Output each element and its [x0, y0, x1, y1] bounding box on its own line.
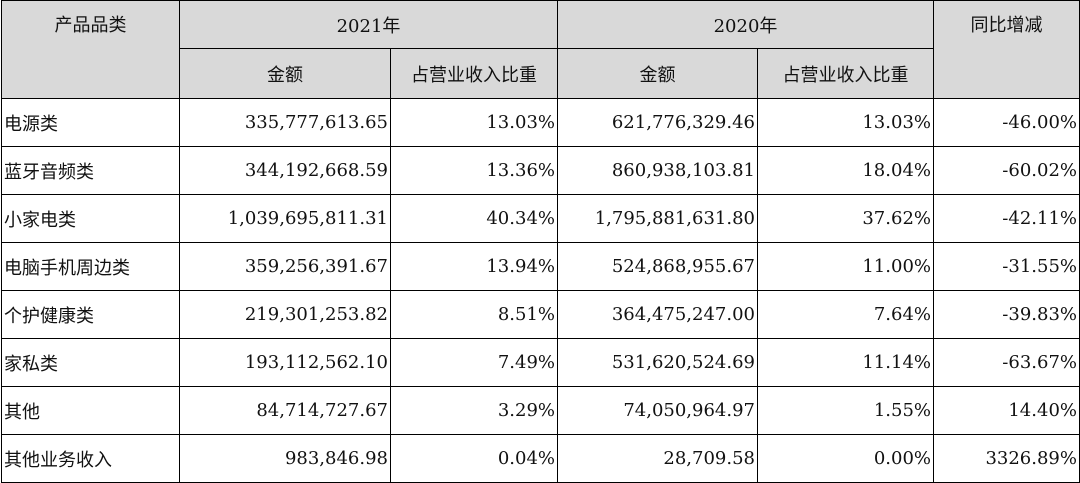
row-share-2021: 40.34% [390, 194, 558, 243]
row-amount-2021: 359,256,391.67 [179, 242, 391, 291]
table-row: 小家电类 1,039,695,811.31 40.34% 1,795,881,6… [1, 194, 1080, 243]
row-share-2021: 13.94% [390, 242, 558, 291]
table-header: 产品品类 2021年 2020年 同比增减 金额 占营业收入比重 金额 占营业收… [1, 0, 1080, 99]
row-yoy-change: -46.00% [933, 98, 1080, 147]
table-row: 其他业务收入 983,846.98 0.04% 28,709.58 0.00% … [1, 434, 1080, 483]
row-share-2020: 11.00% [757, 242, 934, 291]
header-share-2021: 占营业收入比重 [390, 48, 558, 99]
row-category-name: 小家电类 [1, 194, 180, 243]
header-category: 产品品类 [1, 0, 180, 99]
row-yoy-change: -42.11% [933, 194, 1080, 243]
table-row: 蓝牙音频类 344,192,668.59 13.36% 860,938,103.… [1, 146, 1080, 195]
table-row: 家私类 193,112,562.10 7.49% 531,620,524.69 … [1, 338, 1080, 387]
row-share-2020: 0.00% [757, 434, 934, 483]
table-row: 电脑手机周边类 359,256,391.67 13.94% 524,868,95… [1, 242, 1080, 291]
row-share-2020: 37.62% [757, 194, 934, 243]
row-amount-2020: 860,938,103.81 [557, 146, 758, 195]
header-share-2020: 占营业收入比重 [757, 48, 934, 99]
table-body: 电源类 335,777,613.65 13.03% 621,776,329.46… [1, 98, 1080, 483]
row-amount-2021: 335,777,613.65 [179, 98, 391, 147]
row-amount-2021: 193,112,562.10 [179, 338, 391, 387]
row-amount-2020: 524,868,955.67 [557, 242, 758, 291]
row-category-name: 电脑手机周边类 [1, 242, 180, 291]
row-amount-2021: 84,714,727.67 [179, 386, 391, 435]
row-yoy-change: -60.02% [933, 146, 1080, 195]
row-yoy-change: -63.67% [933, 338, 1080, 387]
row-amount-2021: 219,301,253.82 [179, 290, 391, 339]
header-year-2021: 2021年 [179, 0, 558, 49]
row-amount-2020: 531,620,524.69 [557, 338, 758, 387]
header-yoy-change: 同比增减 [933, 0, 1080, 99]
row-share-2021: 7.49% [390, 338, 558, 387]
row-amount-2021: 983,846.98 [179, 434, 391, 483]
row-category-name: 个护健康类 [1, 290, 180, 339]
row-share-2020: 1.55% [757, 386, 934, 435]
row-amount-2020: 621,776,329.46 [557, 98, 758, 147]
row-share-2021: 8.51% [390, 290, 558, 339]
row-share-2021: 0.04% [390, 434, 558, 483]
header-row-years: 产品品类 2021年 2020年 同比增减 [1, 0, 1080, 99]
row-amount-2020: 28,709.58 [557, 434, 758, 483]
header-amount-2021: 金额 [179, 48, 391, 99]
row-amount-2021: 1,039,695,811.31 [179, 194, 391, 243]
row-category-name: 蓝牙音频类 [1, 146, 180, 195]
row-share-2020: 18.04% [757, 146, 934, 195]
table-row: 个护健康类 219,301,253.82 8.51% 364,475,247.0… [1, 290, 1080, 339]
row-share-2020: 7.64% [757, 290, 934, 339]
row-amount-2021: 344,192,668.59 [179, 146, 391, 195]
row-share-2021: 3.29% [390, 386, 558, 435]
row-share-2020: 13.03% [757, 98, 934, 147]
row-category-name: 其他业务收入 [1, 434, 180, 483]
table-row: 其他 84,714,727.67 3.29% 74,050,964.97 1.5… [1, 386, 1080, 435]
header-amount-2020: 金额 [557, 48, 758, 99]
row-share-2021: 13.36% [390, 146, 558, 195]
row-category-name: 家私类 [1, 338, 180, 387]
row-amount-2020: 1,795,881,631.80 [557, 194, 758, 243]
row-share-2020: 11.14% [757, 338, 934, 387]
row-category-name: 电源类 [1, 98, 180, 147]
row-yoy-change: 14.40% [933, 386, 1080, 435]
row-yoy-change: 3326.89% [933, 434, 1080, 483]
row-category-name: 其他 [1, 386, 180, 435]
row-share-2021: 13.03% [390, 98, 558, 147]
row-amount-2020: 364,475,247.00 [557, 290, 758, 339]
row-yoy-change: -31.55% [933, 242, 1080, 291]
table-row: 电源类 335,777,613.65 13.03% 621,776,329.46… [1, 98, 1080, 147]
row-amount-2020: 74,050,964.97 [557, 386, 758, 435]
row-yoy-change: -39.83% [933, 290, 1080, 339]
header-row-metrics: 金额 占营业收入比重 金额 占营业收入比重 [2, 48, 1080, 99]
header-year-2020: 2020年 [557, 0, 934, 49]
